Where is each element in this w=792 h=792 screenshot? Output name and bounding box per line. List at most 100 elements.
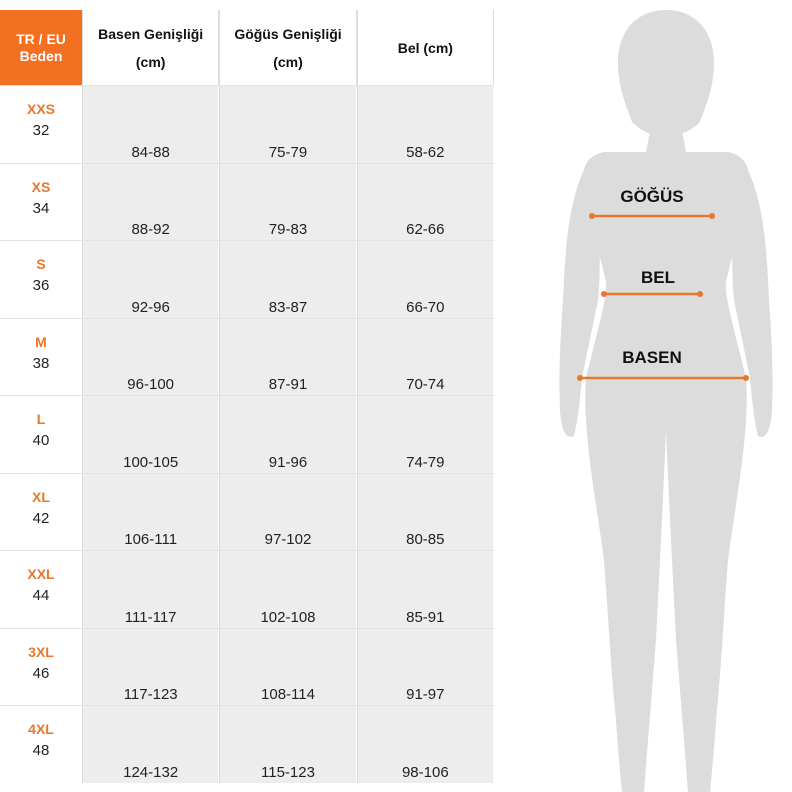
waist-value-cell: 58-62: [356, 86, 494, 163]
hip-label: BASEN: [622, 348, 682, 367]
waist-value: 74-79: [406, 453, 445, 471]
chest-value: 87-91: [268, 376, 308, 393]
table-row: M 38 96-100 87-91 70-74: [0, 317, 494, 395]
female-silhouette: [559, 10, 773, 792]
header-hip-line2: (cm): [135, 53, 166, 70]
chest-label: GÖĞÜS: [620, 187, 683, 206]
chest-measure-line: [589, 213, 715, 219]
size-number: 48: [32, 742, 50, 759]
chest-value: 102-108: [260, 608, 316, 626]
hip-value-cell: 92-96: [82, 241, 220, 318]
waist-value-cell: 80-85: [356, 473, 494, 550]
hip-value-cell: 117-123: [82, 628, 220, 705]
size-name: XS: [31, 178, 51, 195]
size-cell: 3XL 46: [0, 628, 82, 705]
waist-value: 80-85: [406, 531, 445, 548]
hip-value-cell: 88-92: [82, 163, 220, 240]
chest-value-cell: 83-87: [219, 241, 357, 318]
size-number: 40: [32, 432, 50, 449]
chest-value-cell: 91-96: [219, 396, 357, 473]
hip-value-cell: 124-132: [82, 706, 220, 783]
size-name: XL: [32, 488, 50, 505]
header-waist-cell: Bel (cm): [356, 10, 494, 85]
chest-value-cell: 75-79: [219, 86, 357, 163]
body-measurement-figure: GÖĞÜS BEL BASEN: [540, 0, 792, 792]
hip-measure-line: [577, 375, 749, 381]
waist-value-cell: 85-91: [356, 551, 494, 628]
header-size-line1: TR / EU: [16, 30, 66, 47]
chest-value: 91-96: [268, 453, 308, 471]
header-size-line2: Beden: [19, 47, 63, 64]
size-number: 34: [32, 199, 50, 217]
table-row: XXL 44 111-117 102-108 85-91: [0, 550, 494, 628]
size-name: XXL: [27, 566, 55, 582]
chest-value-cell: 97-102: [219, 473, 357, 550]
chest-value-cell: 115-123: [219, 706, 357, 783]
chest-value: 75-79: [268, 143, 308, 161]
size-cell: XS 34: [0, 163, 82, 240]
table-row: 4XL 48 124-132 115-123 98-106: [0, 705, 494, 783]
size-number: 36: [32, 277, 50, 294]
size-cell: XXL 44: [0, 551, 82, 628]
size-number: 32: [32, 122, 50, 139]
hip-value: 84-88: [131, 143, 170, 161]
size-name: 4XL: [28, 721, 54, 737]
size-number: 38: [32, 354, 50, 372]
hip-value-cell: 96-100: [82, 318, 220, 395]
hip-value: 96-100: [127, 376, 175, 393]
waist-measure-line: [601, 291, 703, 297]
size-name: XXS: [26, 101, 55, 117]
chest-value: 108-114: [261, 686, 315, 703]
table-row: XL 42 106-111 97-102 80-85: [0, 472, 494, 550]
waist-value: 91-97: [406, 686, 445, 703]
waist-value-cell: 98-106: [356, 706, 494, 783]
size-name: M: [35, 333, 47, 350]
waist-value: 62-66: [406, 221, 445, 238]
size-cell: XL 42: [0, 473, 82, 550]
size-cell: L 40: [0, 396, 82, 473]
header-waist-label: Bel (cm): [397, 39, 453, 56]
table-row: L 40 100-105 91-96 74-79: [0, 395, 494, 473]
chest-value: 79-83: [268, 221, 308, 238]
waist-value: 66-70: [406, 298, 445, 316]
chest-value-cell: 87-91: [219, 318, 357, 395]
header-chest-line1: Göğüs Genişliği: [234, 25, 342, 42]
waist-value-cell: 70-74: [356, 318, 494, 395]
size-number: 42: [32, 509, 50, 527]
chest-value-cell: 102-108: [219, 551, 357, 628]
size-name: 3XL: [28, 643, 54, 660]
chest-value-cell: 108-114: [219, 628, 357, 705]
header-hip-cell: Basen Genişliği (cm): [82, 10, 220, 85]
size-cell: XXS 32: [0, 86, 82, 163]
chest-value: 115-123: [261, 763, 315, 781]
waist-value-cell: 74-79: [356, 396, 494, 473]
size-cell: 4XL 48: [0, 706, 82, 783]
size-chart-table: TR / EU Beden Basen Genişliği (cm) Göğüs…: [0, 10, 494, 783]
table-row: S 36 92-96 83-87 66-70: [0, 240, 494, 318]
hip-value-cell: 106-111: [82, 473, 220, 550]
size-number: 44: [32, 587, 50, 604]
chest-value-cell: 79-83: [219, 163, 357, 240]
waist-value-cell: 91-97: [356, 628, 494, 705]
table-header-row: TR / EU Beden Basen Genişliği (cm) Göğüs…: [0, 10, 494, 85]
size-cell: S 36: [0, 241, 82, 318]
size-name: L: [36, 411, 46, 427]
hip-value-cell: 84-88: [82, 86, 220, 163]
table-row: XS 34 88-92 79-83 62-66: [0, 162, 494, 240]
header-hip-line1: Basen Genişliği: [98, 25, 204, 42]
hip-value-cell: 111-117: [82, 551, 220, 628]
waist-value: 58-62: [406, 143, 445, 161]
hip-value: 117-123: [123, 686, 178, 703]
hip-value-cell: 100-105: [82, 396, 220, 473]
waist-value-cell: 66-70: [356, 241, 494, 318]
size-name: S: [36, 256, 46, 272]
chest-value: 83-87: [268, 298, 308, 316]
table-body: XXS 32 84-88 75-79 58-62 XS 34 88-92 79-83 62-66 S…: [0, 85, 494, 783]
waist-value: 98-106: [401, 763, 449, 781]
hip-value: 111-117: [124, 608, 177, 626]
waist-value: 85-91: [406, 608, 445, 626]
waist-value-cell: 62-66: [356, 163, 494, 240]
hip-value: 88-92: [131, 221, 170, 238]
header-chest-cell: Göğüs Genişliği (cm): [219, 10, 357, 85]
header-size-cell: TR / EU Beden: [0, 10, 82, 85]
